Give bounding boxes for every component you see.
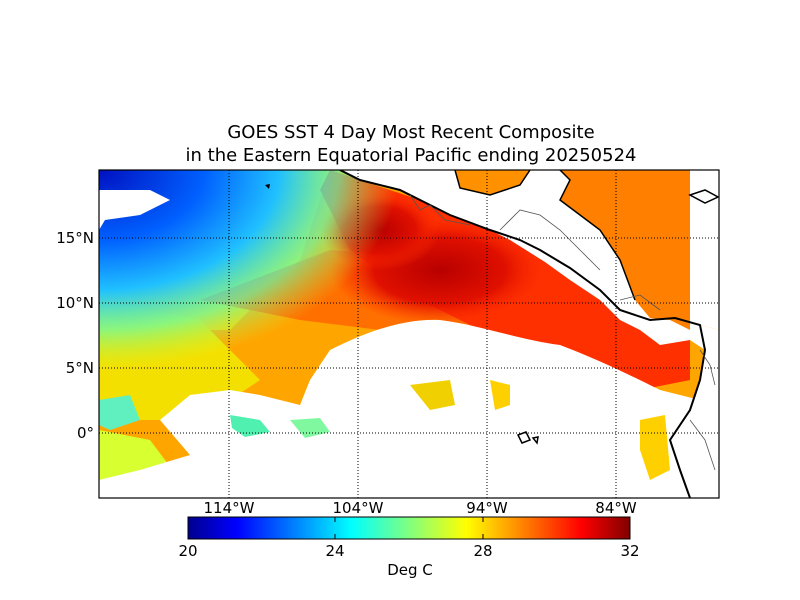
map-title-line-1: GOES SST 4 Day Most Recent Composite [227, 122, 595, 143]
colorbar-label: Deg C [387, 561, 433, 579]
colorbar-tick-marks [334, 517, 484, 539]
colorbar-tick-24: 24 [325, 542, 345, 560]
colorbar-tick-20: 20 [178, 542, 198, 560]
colorbar-tick-28: 28 [473, 542, 493, 560]
lat-label-15n: 15°N [56, 229, 94, 247]
lat-label-0: 0° [76, 424, 94, 442]
lon-label-114w: 114°W [203, 499, 255, 517]
lat-label-10n: 10°N [56, 294, 94, 312]
lon-label-104w: 104°W [332, 499, 384, 517]
lon-label-84w: 84°W [595, 499, 637, 517]
colorbar-tick-32: 32 [620, 542, 640, 560]
sst-field [99, 170, 719, 498]
lon-label-94w: 94°W [466, 499, 508, 517]
map-frame [98, 169, 720, 499]
graticule [99, 170, 719, 498]
colorbar [187, 516, 631, 540]
map-title-line-2: in the Eastern Equatorial Pacific ending… [185, 145, 637, 166]
lat-label-5n: 5°N [65, 359, 94, 377]
